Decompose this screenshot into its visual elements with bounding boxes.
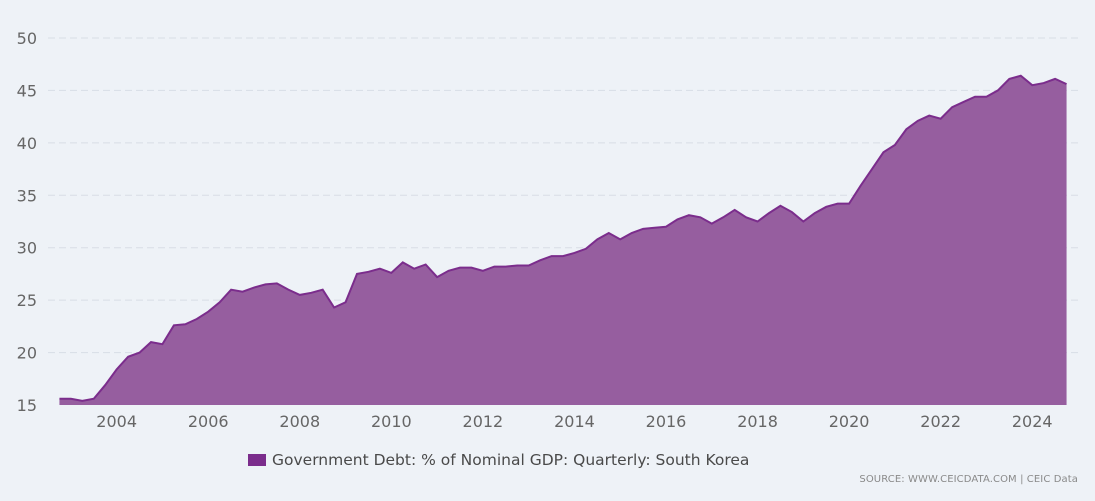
legend-swatch [248,454,266,466]
y-tick-label: 50 [17,29,37,48]
source-credit: SOURCE: WWW.CEICDATA.COM | CEIC Data [859,474,1078,485]
series-layer [59,74,1067,405]
x-tick-label: 2022 [920,412,961,431]
x-axis: 2004 2006 2008 2010 2012 2014 2016 2018 2020 2022… [96,412,1052,431]
legend[interactable]: Government Debt: % of Nominal GDP: Quart… [248,451,749,469]
x-tick-label: 2006 [188,412,229,431]
y-tick-label: 15 [17,396,37,415]
x-tick-label: 2008 [279,412,320,431]
x-tick-label: 2014 [554,412,595,431]
y-tick-label: 45 [17,81,37,100]
series-line-0 [59,74,1067,402]
x-tick-label: 2012 [463,412,504,431]
y-axis: 15 20 25 30 35 40 45 50 [17,29,37,415]
y-tick-label: 30 [17,239,37,258]
x-tick-label: 2024 [1012,412,1053,431]
x-tick-label: 2004 [96,412,137,431]
x-tick-label: 2018 [737,412,778,431]
x-tick-label: 2016 [646,412,687,431]
x-tick-label: 2010 [371,412,412,431]
y-tick-label: 35 [17,186,37,205]
legend-label: Government Debt: % of Nominal GDP: Quart… [272,451,750,469]
chart-area: 15 20 25 30 35 40 45 50 2004 2006 2008 2010 2012 201… [17,29,1078,431]
y-tick-label: 20 [17,344,37,363]
y-tick-label: 25 [17,291,37,310]
x-tick-label: 2020 [829,412,870,431]
series-area-0 [59,75,1067,405]
y-tick-label: 40 [17,134,37,153]
